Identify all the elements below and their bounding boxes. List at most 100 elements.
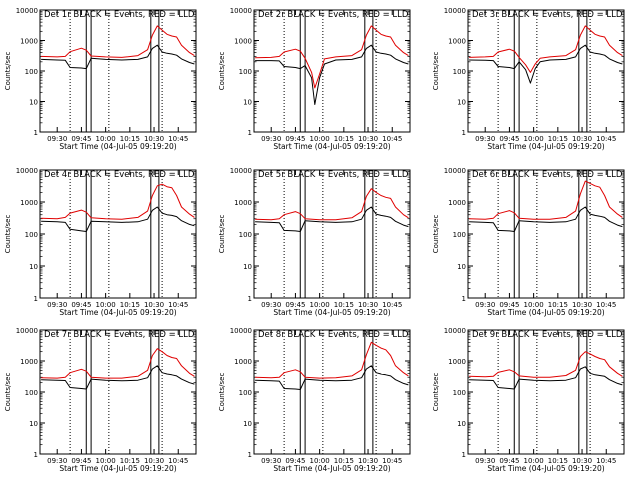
y-tick-label: 10 xyxy=(29,263,38,271)
y-tick-label: 1 xyxy=(462,129,466,137)
x-tick-label: 09:30 xyxy=(261,301,281,309)
y-tick-label: 10000 xyxy=(444,327,466,335)
lld-series-line xyxy=(469,25,623,73)
x-tick-label: 10:15 xyxy=(548,135,568,143)
detector-panel-6: Det 6r BLACK = Events, RED = LLD 1 10 100 10… xyxy=(432,167,625,317)
events-series-line xyxy=(41,206,195,232)
y-tick-label: 1 xyxy=(462,451,466,459)
y-tick-label: 1 xyxy=(248,129,252,137)
y-tick-label: 1 xyxy=(248,295,252,303)
y-tick-label: 10000 xyxy=(444,167,466,175)
x-tick-label: 09:30 xyxy=(47,301,67,309)
y-tick-label: 1 xyxy=(34,295,38,303)
x-tick-label: 10:00 xyxy=(310,457,330,465)
y-tick-label: 100 xyxy=(239,231,252,239)
x-axis-label: Start Time (04-Jul-05 09:19:20) xyxy=(487,308,604,317)
lld-series-line xyxy=(41,183,195,220)
y-tick-label: 10000 xyxy=(444,7,466,15)
detector-panel-5: Det 5r BLACK = Events, RED = LLD 1 10 100 10… xyxy=(218,167,411,317)
detector-panel-2: Det 2r BLACK = Events, RED = LLD 1 10 100 10… xyxy=(218,7,411,151)
y-tick-label: 100 xyxy=(239,389,252,397)
x-tick-label: 10:30 xyxy=(144,457,164,465)
plot-frame xyxy=(253,169,411,299)
x-tick-label: 09:45 xyxy=(499,135,519,143)
y-axis-label: Counts/sec xyxy=(432,373,440,412)
events-series-line xyxy=(469,366,623,390)
x-tick-label: 10:30 xyxy=(572,301,592,309)
x-tick-label: 10:30 xyxy=(144,135,164,143)
events-series-line xyxy=(469,206,623,232)
detector-panel-8: Det 8r BLACK = Events, RED = LLD 1 10 100 10… xyxy=(218,327,411,473)
x-tick-label: 10:00 xyxy=(524,135,544,143)
y-tick-label: 1000 xyxy=(234,199,252,207)
x-tick-label: 10:15 xyxy=(120,301,140,309)
x-tick-label: 10:15 xyxy=(334,301,354,309)
x-tick-label: 10:45 xyxy=(596,135,616,143)
y-tick-label: 100 xyxy=(25,389,38,397)
x-tick-label: 09:30 xyxy=(261,135,281,143)
detector-panel-3: Det 3r BLACK = Events, RED = LLD 1 10 100 10… xyxy=(432,7,625,151)
x-tick-label: 10:00 xyxy=(524,301,544,309)
y-tick-label: 10 xyxy=(243,99,252,107)
y-axis-label: Counts/sec xyxy=(218,373,226,412)
x-tick-label: 09:45 xyxy=(285,135,305,143)
detector-panel-1: Det 1r BLACK = Events, RED = LLD 1 10 100 10… xyxy=(4,7,197,151)
x-tick-label: 10:45 xyxy=(596,457,616,465)
y-tick-label: 1000 xyxy=(20,358,38,366)
x-tick-label: 10:15 xyxy=(334,457,354,465)
panel-title: Det 3r BLACK = Events, RED = LLD xyxy=(472,10,623,20)
x-tick-label: 10:45 xyxy=(382,135,402,143)
y-axis-label: Counts/sec xyxy=(218,215,226,254)
x-tick-label: 09:45 xyxy=(285,301,305,309)
y-tick-label: 100 xyxy=(453,389,466,397)
x-tick-label: 10:45 xyxy=(168,301,188,309)
panel-title: Det 2r BLACK = Events, RED = LLD xyxy=(258,10,409,20)
y-tick-label: 1000 xyxy=(448,38,466,46)
panel-title: Det 5r BLACK = Events, RED = LLD xyxy=(258,170,409,180)
x-tick-label: 10:45 xyxy=(596,301,616,309)
panel-title: Det 7r BLACK = Events, RED = LLD xyxy=(44,330,195,340)
x-axis-label: Start Time (04-Jul-05 09:19:20) xyxy=(487,142,604,151)
x-tick-label: 10:45 xyxy=(168,457,188,465)
plot-frame xyxy=(253,329,411,455)
events-series-line xyxy=(255,44,409,105)
y-tick-label: 10 xyxy=(29,99,38,107)
y-tick-label: 1 xyxy=(462,295,466,303)
x-tick-label: 09:45 xyxy=(71,457,91,465)
x-tick-label: 09:30 xyxy=(261,457,281,465)
plot-frame xyxy=(39,9,197,133)
x-tick-label: 10:15 xyxy=(120,135,140,143)
x-tick-label: 09:45 xyxy=(499,457,519,465)
y-tick-label: 10000 xyxy=(16,167,38,175)
x-tick-label: 10:15 xyxy=(548,457,568,465)
x-tick-label: 10:00 xyxy=(524,457,544,465)
panel-title: Det 1r BLACK = Events, RED = LLD xyxy=(44,10,195,20)
detector-panel-4: Det 4r BLACK = Events, RED = LLD 1 10 100 10… xyxy=(4,167,197,317)
x-tick-label: 10:30 xyxy=(358,135,378,143)
y-tick-label: 1000 xyxy=(448,358,466,366)
y-tick-label: 10 xyxy=(457,420,466,428)
lld-series-line xyxy=(255,188,409,221)
x-tick-label: 10:00 xyxy=(310,135,330,143)
y-tick-label: 10000 xyxy=(230,167,252,175)
x-tick-label: 10:45 xyxy=(382,457,402,465)
x-axis-label: Start Time (04-Jul-05 09:19:20) xyxy=(273,464,390,473)
x-tick-label: 10:00 xyxy=(96,301,116,309)
x-tick-label: 10:45 xyxy=(168,135,188,143)
y-tick-label: 1000 xyxy=(448,199,466,207)
panel-title: Det 8r BLACK = Events, RED = LLD xyxy=(258,330,409,340)
x-tick-label: 10:15 xyxy=(334,135,354,143)
y-tick-label: 100 xyxy=(239,68,252,76)
plot-frame xyxy=(253,9,411,133)
x-tick-label: 10:45 xyxy=(382,301,402,309)
plot-frame xyxy=(467,329,625,455)
plot-frame xyxy=(467,9,625,133)
y-tick-label: 100 xyxy=(453,231,466,239)
events-series-line xyxy=(255,365,409,390)
y-axis-label: Counts/sec xyxy=(4,215,12,254)
detector-panel-7: Det 7r BLACK = Events, RED = LLD 1 10 100 10… xyxy=(4,327,197,473)
x-axis-label: Start Time (04-Jul-05 09:19:20) xyxy=(59,142,176,151)
y-tick-label: 1000 xyxy=(234,38,252,46)
y-tick-label: 10 xyxy=(457,99,466,107)
